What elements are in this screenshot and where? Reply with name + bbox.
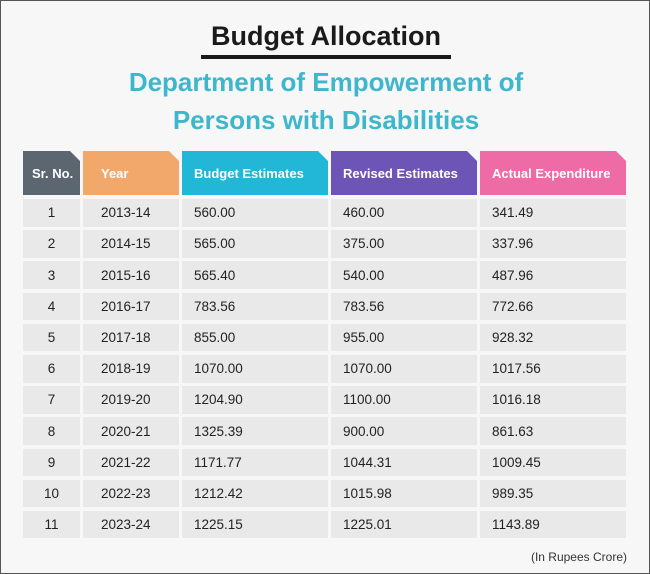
cell-actual-expenditure: 861.63 [480,417,626,445]
cell-year: 2018-19 [83,354,179,383]
cell-sr-no: 4 [23,292,80,321]
budget-table: Sr. No. Year Budget Estimates Revised Es… [23,151,629,542]
cell-budget-estimates: 1212.42 [182,479,328,508]
page-title: Budget Allocation [211,21,441,51]
cell-year: 2020-21 [83,417,179,445]
table-row: 1 2013-14 560.00 460.00 341.49 [23,199,629,227]
cell-budget-estimates: 783.56 [182,292,328,321]
table-row: 2 2014-15 565.00 375.00 337.96 [23,230,629,258]
cell-year: 2021-22 [83,448,179,477]
cell-revised-estimates: 1015.98 [331,479,477,508]
cell-revised-estimates: 1225.01 [331,510,477,539]
header-year: Year [83,151,179,195]
table-row: 7 2019-20 1204.90 1100.00 1016.18 [23,386,629,414]
cell-revised-estimates: 955.00 [331,323,477,352]
subtitle-line-1: Department of Empowerment of [128,67,524,97]
cell-budget-estimates: 565.40 [182,261,328,289]
cell-sr-no: 6 [23,354,80,383]
header-sr-no: Sr. No. [23,151,80,195]
table-row: 6 2018-19 1070.00 1070.00 1017.56 [23,354,629,383]
cell-year: 2015-16 [83,261,179,289]
table-row: 9 2021-22 1171.77 1044.31 1009.45 [23,448,629,477]
table-row: 11 2023-24 1225.15 1225.01 1143.89 [23,510,629,539]
cell-budget-estimates: 1225.15 [182,510,328,539]
cell-sr-no: 1 [23,199,80,227]
unit-note: (In Rupees Crore) [530,550,627,564]
cell-budget-estimates: 1171.77 [182,448,328,477]
cell-budget-estimates: 855.00 [182,323,328,352]
cell-actual-expenditure: 928.32 [480,323,626,352]
cell-revised-estimates: 1100.00 [331,386,477,414]
table-row: 5 2017-18 855.00 955.00 928.32 [23,323,629,352]
cell-revised-estimates: 540.00 [331,261,477,289]
header-budget-estimates: Budget Estimates [182,151,328,195]
cell-revised-estimates: 1044.31 [331,448,477,477]
header-revised-estimates: Revised Estimates [331,151,477,195]
cell-revised-estimates: 1070.00 [331,354,477,383]
cell-actual-expenditure: 1016.18 [480,386,626,414]
cell-sr-no: 8 [23,417,80,445]
cell-budget-estimates: 1325.39 [182,417,328,445]
cell-budget-estimates: 1204.90 [182,386,328,414]
cell-budget-estimates: 1070.00 [182,354,328,383]
cell-year: 2017-18 [83,323,179,352]
cell-sr-no: 2 [23,230,80,258]
cell-actual-expenditure: 1017.56 [480,354,626,383]
header-actual-expenditure: Actual Expenditure [480,151,626,195]
cell-year: 2019-20 [83,386,179,414]
cell-sr-no: 9 [23,448,80,477]
cell-actual-expenditure: 487.96 [480,261,626,289]
table-row: 10 2022-23 1212.42 1015.98 989.35 [23,479,629,508]
cell-year: 2016-17 [83,292,179,321]
cell-actual-expenditure: 341.49 [480,199,626,227]
cell-revised-estimates: 900.00 [331,417,477,445]
table-header: Sr. No. Year Budget Estimates Revised Es… [23,151,629,195]
cell-revised-estimates: 460.00 [331,199,477,227]
table-body: 1 2013-14 560.00 460.00 341.49 2 2014-15 565.00… [23,199,629,539]
cell-sr-no: 7 [23,386,80,414]
cell-year: 2022-23 [83,479,179,508]
cell-year: 2013-14 [83,199,179,227]
title-underline [201,55,451,59]
cell-budget-estimates: 560.00 [182,199,328,227]
cell-revised-estimates: 783.56 [331,292,477,321]
cell-sr-no: 3 [23,261,80,289]
table-row: 4 2016-17 783.56 783.56 772.66 [23,292,629,321]
cell-sr-no: 10 [23,479,80,508]
cell-budget-estimates: 565.00 [182,230,328,258]
table-row: 3 2015-16 565.40 540.00 487.96 [23,261,629,289]
subtitle-line-2: Persons with Disabilities [172,105,480,135]
table-row: 8 2020-21 1325.39 900.00 861.63 [23,417,629,445]
cell-actual-expenditure: 1009.45 [480,448,626,477]
cell-actual-expenditure: 337.96 [480,230,626,258]
cell-sr-no: 5 [23,323,80,352]
cell-actual-expenditure: 772.66 [480,292,626,321]
cell-year: 2014-15 [83,230,179,258]
cell-revised-estimates: 375.00 [331,230,477,258]
cell-actual-expenditure: 1143.89 [480,510,626,539]
cell-year: 2023-24 [83,510,179,539]
cell-sr-no: 11 [23,510,80,539]
cell-actual-expenditure: 989.35 [480,479,626,508]
